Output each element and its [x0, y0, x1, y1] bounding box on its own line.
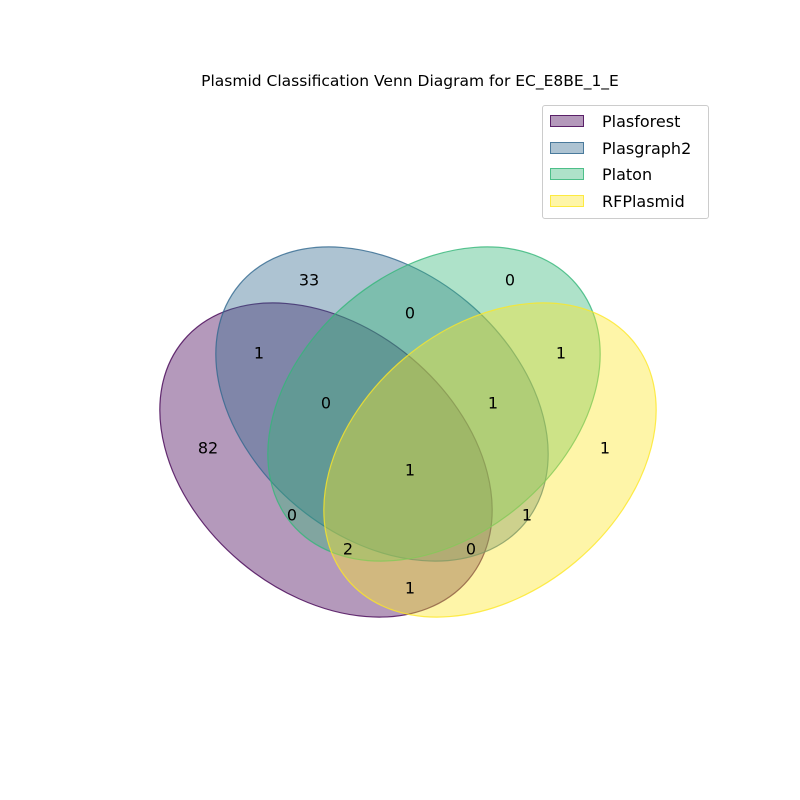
legend-item-plasforest: Plasforest: [550, 111, 680, 131]
set-ellipse-platon: [267, 246, 601, 562]
legend-swatch-rfplasmid: [550, 195, 584, 207]
chart-title: Plasmid Classification Venn Diagram for …: [201, 72, 619, 90]
legend-label: Plasforest: [602, 111, 681, 131]
region-count-rfplasmid: 1: [600, 439, 610, 458]
legend-item-platon: Platon: [550, 164, 652, 184]
region-count-plasforest-plasgraph2-platon-rfplasmid: 1: [405, 461, 415, 480]
region-count-platon-rfplasmid: 1: [556, 344, 566, 363]
legend-label: RFPlasmid: [602, 191, 685, 211]
region-count-plasgraph2-platon-rfplasmid: 1: [488, 394, 498, 413]
region-count-plasforest-platon: 0: [287, 506, 297, 525]
legend-swatch-platon: [550, 168, 584, 180]
legend-label: Plasgraph2: [602, 138, 692, 158]
legend-swatch-plasforest: [550, 115, 584, 127]
region-count-plasforest-platon-rfplasmid: 2: [343, 540, 353, 559]
region-count-plasforest-rfplasmid: 1: [405, 579, 415, 598]
region-count-plasgraph2: 33: [299, 271, 319, 290]
region-count-platon: 0: [505, 271, 515, 290]
set-ellipse-plasforest: [159, 302, 493, 618]
region-count-plasforest-plasgraph2-rfplasmid: 0: [466, 540, 476, 559]
set-ellipse-plasgraph2: [215, 246, 549, 562]
region-count-plasforest-plasgraph2: 1: [254, 344, 264, 363]
legend-item-plasgraph2: Plasgraph2: [550, 138, 691, 158]
region-count-plasgraph2-rfplasmid: 1: [522, 506, 532, 525]
legend-label: Platon: [602, 164, 653, 184]
region-count-plasgraph2-platon: 0: [405, 304, 415, 323]
legend: Plasforest Plasgraph2 Platon RFPlasmid: [542, 105, 709, 219]
region-count-plasforest-plasgraph2-platon: 0: [321, 394, 331, 413]
region-count-plasforest: 82: [198, 439, 218, 458]
legend-item-rfplasmid: RFPlasmid: [550, 191, 685, 211]
set-ellipse-rfplasmid: [323, 302, 657, 618]
legend-swatch-plasgraph2: [550, 142, 584, 154]
